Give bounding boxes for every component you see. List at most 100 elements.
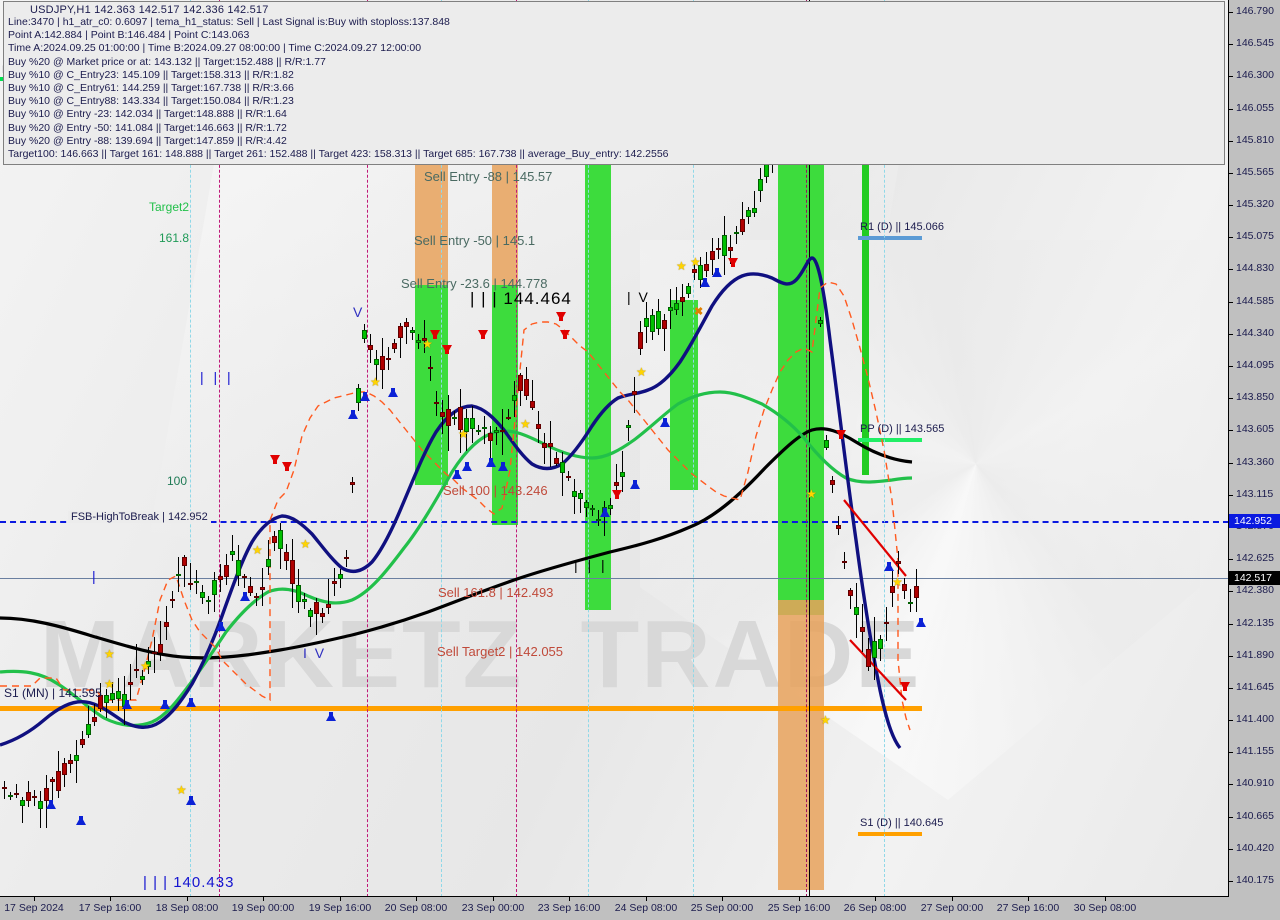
- candle-body: [584, 502, 589, 508]
- time-tick-mark: [1028, 897, 1029, 901]
- candle-body: [242, 576, 247, 579]
- candle-body: [866, 649, 871, 667]
- candle-body: [272, 535, 277, 543]
- candle-body: [230, 550, 235, 555]
- candle-body: [218, 575, 223, 581]
- time-tick: 26 Sep 08:00: [843, 902, 907, 914]
- candle-wick: [22, 797, 23, 824]
- candle-body: [662, 319, 667, 329]
- candle-body: [62, 762, 67, 776]
- candle-wick: [754, 190, 755, 218]
- candle-body: [428, 366, 433, 370]
- candle-body: [674, 303, 679, 311]
- candle-body: [440, 412, 445, 417]
- candle-wick: [376, 349, 377, 383]
- buy-arrow-icon: [600, 508, 610, 517]
- time-tick-mark: [416, 897, 417, 901]
- time-tick-mark: [646, 897, 647, 901]
- candle-wick: [250, 576, 251, 597]
- buy-arrow-icon: [46, 800, 56, 809]
- candle-body: [254, 596, 259, 599]
- candle-wick: [310, 607, 311, 628]
- candle-body: [374, 358, 379, 366]
- zone-green-1: [415, 285, 448, 485]
- time-axis[interactable]: 17 Sep 2024 17 Sep 16:00 18 Sep 08:00 19 Se…: [0, 897, 1229, 920]
- info-line-6: Buy %10 @ C_Entry88: 143.334 || Target:1…: [8, 95, 294, 108]
- candle-body: [704, 263, 709, 271]
- candle-body: [722, 235, 727, 257]
- zone-orange-4: [778, 600, 824, 890]
- candle-body: [74, 755, 79, 761]
- candle-wick: [502, 409, 503, 456]
- star-marker-icon: ★: [370, 375, 381, 389]
- star-marker-icon: ★: [892, 575, 903, 589]
- candle-body: [338, 573, 343, 580]
- candle-body: [878, 638, 883, 650]
- candle-body: [86, 724, 91, 736]
- candle-body: [464, 417, 469, 433]
- annotation-wave-IV-blue: I V: [303, 645, 327, 661]
- buy-arrow-icon: [486, 458, 496, 467]
- annotation-wave-144464: | | | 144.464: [470, 289, 572, 308]
- sell-arrow-icon: [900, 682, 910, 691]
- annotation-sell-100: Sell 100 | 143.246: [443, 483, 548, 498]
- candle-body: [884, 621, 889, 624]
- info-line-0: Line:3470 | h1_atr_c0: 0.6097 | tema_h1_…: [8, 16, 450, 28]
- annotation-wave-I-blue: |: [92, 568, 96, 584]
- candle-wick: [562, 452, 563, 496]
- buy-arrow-icon: [326, 712, 336, 721]
- candle-body: [290, 559, 295, 584]
- star-marker-icon: ★: [300, 537, 311, 551]
- annotation-fsb-high-to-break: FSB-HighToBreak | 142.952: [68, 511, 211, 523]
- annotation-wave-III-black: | | |: [574, 557, 608, 573]
- annotation-wave-III-blue: | | |: [200, 369, 234, 385]
- candle-body: [398, 325, 403, 338]
- time-tick-mark: [110, 897, 111, 901]
- sell-arrow-icon: [612, 490, 622, 499]
- candle-body: [344, 557, 349, 560]
- candle-body: [542, 442, 547, 449]
- candle-wick: [442, 399, 443, 435]
- candle-body: [914, 585, 919, 599]
- candle-body: [890, 585, 895, 594]
- candle-body: [458, 407, 463, 430]
- annotation-target2: Target2: [149, 200, 190, 214]
- candle-body: [158, 644, 163, 654]
- candle-wick: [136, 643, 137, 678]
- candle-body: [92, 717, 97, 723]
- candle-wick: [40, 790, 41, 828]
- candle-body: [638, 331, 643, 350]
- candle-wick: [424, 320, 425, 353]
- buy-arrow-icon: [216, 622, 226, 631]
- candle-body: [620, 471, 625, 477]
- buy-arrow-icon: [186, 698, 196, 707]
- candle-wick: [160, 621, 161, 661]
- candle-wick: [106, 689, 107, 719]
- candle-wick: [484, 415, 485, 445]
- time-tick: 19 Sep 00:00: [231, 902, 295, 914]
- candle-body: [908, 602, 913, 605]
- candle-wick: [244, 574, 245, 588]
- candle-body: [680, 296, 685, 302]
- candle-wick: [490, 425, 491, 462]
- candle-body: [32, 795, 37, 798]
- current-price-tag: 142.517: [1229, 571, 1280, 585]
- time-tick: 27 Sep 16:00: [996, 902, 1060, 914]
- candle-body: [500, 429, 505, 432]
- info-line-2: Time A:2024.09.25 01:00:00 | Time B:2024…: [8, 42, 422, 55]
- candle-body: [44, 787, 49, 801]
- info-line-5: Buy %10 @ C_Entry61: 144.259 || Target:1…: [8, 82, 294, 95]
- price-axis[interactable]: 146.790 146.545 146.300 146.055 145.810 145.5…: [1229, 0, 1280, 897]
- time-tick-mark: [875, 897, 876, 901]
- candle-body: [260, 586, 265, 591]
- candle-body: [530, 401, 535, 408]
- buy-arrow-icon: [498, 462, 508, 471]
- time-tick: 30 Sep 08:00: [1073, 902, 1137, 914]
- sell-arrow-icon: [728, 258, 738, 267]
- candle-wick: [268, 540, 269, 575]
- time-tick: 25 Sep 16:00: [767, 902, 831, 914]
- candle-body: [596, 519, 601, 522]
- time-tick: 17 Sep 2024: [4, 902, 64, 914]
- candle-body: [188, 583, 193, 586]
